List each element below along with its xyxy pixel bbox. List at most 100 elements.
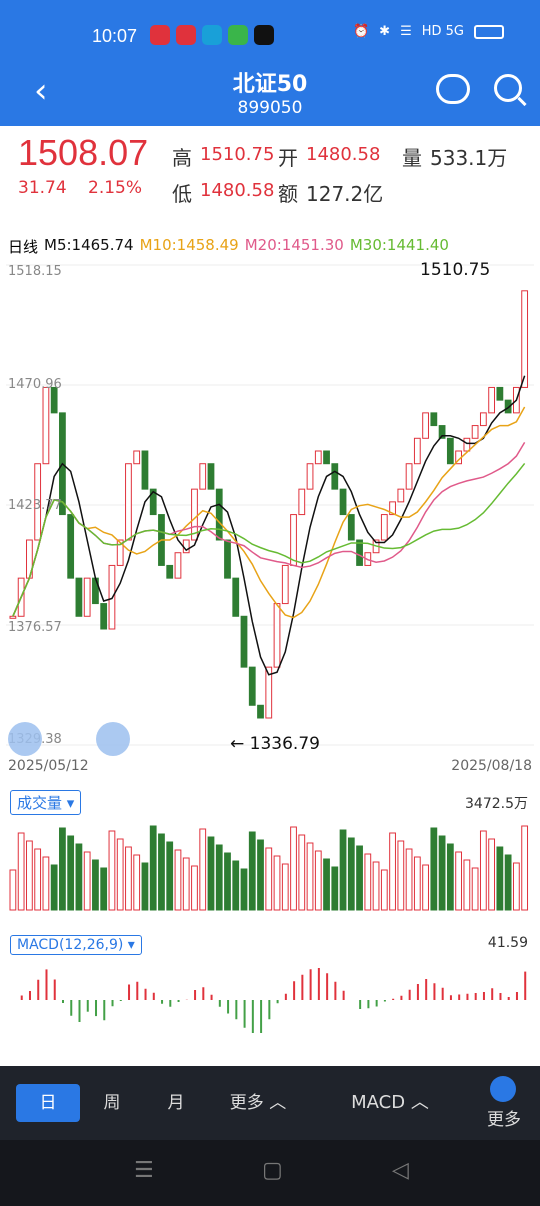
macd-bar xyxy=(400,996,402,1000)
volume-bar xyxy=(175,850,181,910)
macd-bar xyxy=(334,982,336,1000)
volume-bar xyxy=(315,851,321,910)
open-value: 1480.58 xyxy=(306,144,380,165)
macd-bar xyxy=(310,969,312,1000)
volume-bar xyxy=(84,852,90,910)
ma20-label: M20:1451.30 xyxy=(245,236,344,257)
candle xyxy=(134,451,140,464)
app-icon-green xyxy=(228,25,248,45)
macd-bar xyxy=(433,983,435,1000)
candle xyxy=(241,616,247,667)
candle xyxy=(43,387,49,463)
alarm-icon: ⏰ xyxy=(353,24,369,39)
macd-bar xyxy=(54,980,56,1001)
candle xyxy=(472,426,478,439)
volume-bar xyxy=(489,839,495,910)
volume-bar xyxy=(43,857,49,910)
macd-bar xyxy=(161,1000,163,1004)
expand-icon[interactable] xyxy=(96,722,130,756)
search-icon[interactable] xyxy=(494,74,522,102)
menu-nav-icon[interactable]: ☰ xyxy=(134,1158,154,1183)
macd-bar xyxy=(442,988,444,1000)
macd-bar xyxy=(384,1000,386,1002)
tab-week[interactable]: 周 xyxy=(80,1084,144,1122)
candle xyxy=(299,489,305,514)
more-button[interactable]: 更多 xyxy=(476,1106,532,1134)
macd-bar xyxy=(475,993,477,1000)
volume-bar xyxy=(109,831,115,910)
volume-bar xyxy=(505,855,511,910)
app-icon xyxy=(202,25,222,45)
y-tick-1: 1518.15 xyxy=(8,264,62,279)
low-value: 1480.58 xyxy=(200,180,274,201)
macd-indicator-button[interactable]: MACD(12,26,9) ▾ xyxy=(10,935,142,955)
macd-bar xyxy=(37,980,39,1000)
high-label: 高 xyxy=(172,142,192,171)
candle xyxy=(423,413,429,438)
volume-bar xyxy=(480,831,486,910)
macd-bar xyxy=(202,987,204,1000)
volume-bar xyxy=(134,855,140,910)
volume-bar xyxy=(192,866,198,910)
candle xyxy=(167,565,173,578)
macd-bar xyxy=(425,979,427,1000)
candle xyxy=(489,387,495,412)
more-icon[interactable] xyxy=(490,1076,516,1102)
candlestick-chart[interactable] xyxy=(0,255,540,755)
volume-bar xyxy=(332,867,338,910)
shopping-app-icon xyxy=(176,25,196,45)
macd-bar xyxy=(252,1000,254,1033)
candle xyxy=(84,578,90,616)
tab-more[interactable]: 更多 ︿ xyxy=(208,1084,308,1122)
candle xyxy=(324,451,330,464)
volume-bar xyxy=(10,870,16,910)
candle xyxy=(307,464,313,489)
candle xyxy=(480,413,486,426)
header: ‹ 北证50 899050 xyxy=(0,60,540,126)
macd-bar xyxy=(21,996,23,1001)
ma5-label: M5:1465.74 xyxy=(44,236,134,257)
high-value: 1510.75 xyxy=(200,144,274,165)
volume-bar xyxy=(357,846,363,910)
candle xyxy=(447,438,453,463)
indicator-selector[interactable]: MACD ︿ xyxy=(340,1084,440,1122)
volume-bar xyxy=(340,830,346,910)
macd-bar xyxy=(112,1000,114,1006)
amount-label: 额 xyxy=(278,178,298,207)
tiktok-icon xyxy=(254,25,274,45)
macd-bar xyxy=(376,1000,378,1007)
candle xyxy=(126,464,132,540)
open-label: 开 xyxy=(278,142,298,171)
current-price: 1508.07 xyxy=(18,132,148,174)
back-nav-icon[interactable]: ◁ xyxy=(392,1158,409,1183)
tab-day[interactable]: 日 xyxy=(16,1084,80,1122)
macd-bar xyxy=(153,993,155,1000)
candle xyxy=(414,438,420,463)
macd-bar xyxy=(219,1000,221,1007)
candle xyxy=(258,705,264,718)
macd-chart xyxy=(0,955,540,1055)
volume-bar xyxy=(274,856,280,910)
status-right: ⏰ ✱ ☰ HD 5G xyxy=(353,24,504,39)
home-nav-icon[interactable]: ▢ xyxy=(262,1158,283,1183)
crosshair-button[interactable] xyxy=(8,722,42,756)
volume-bar xyxy=(456,852,462,910)
macd-bar xyxy=(450,995,452,1000)
macd-bar xyxy=(136,982,138,1000)
macd-bar xyxy=(95,1000,97,1016)
volume-bar xyxy=(18,833,24,910)
macd-bar xyxy=(277,1000,279,1003)
period-label: 日线 xyxy=(8,236,38,257)
candle xyxy=(76,578,82,616)
quote-panel: 1508.07 31.74 2.15% 高 1510.75 开 1480.58 … xyxy=(0,126,540,226)
chat-icon[interactable] xyxy=(436,74,470,104)
volume-bar xyxy=(464,860,470,910)
macd-bar xyxy=(293,981,295,1000)
wifi-icon: ☰ xyxy=(400,24,412,39)
candle xyxy=(249,667,255,705)
candle xyxy=(464,438,470,451)
ma-legend: 日线 M5:1465.74 M10:1458.49 M20:1451.30 M3… xyxy=(8,236,449,257)
macd-bar xyxy=(326,973,328,1000)
music-app-icon xyxy=(150,25,170,45)
tab-month[interactable]: 月 xyxy=(144,1084,208,1122)
